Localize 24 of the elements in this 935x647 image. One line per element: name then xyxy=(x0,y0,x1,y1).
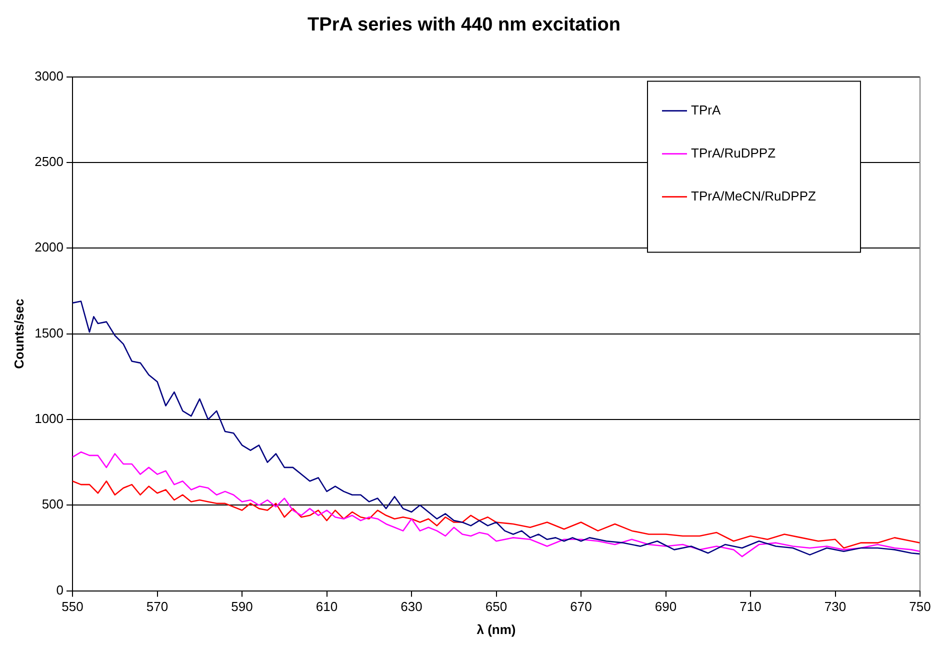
y-tick-label: 0 xyxy=(56,582,64,598)
x-tick-label: 630 xyxy=(400,599,422,614)
y-tick-label: 500 xyxy=(42,496,64,512)
y-axis-title: Counts/sec xyxy=(11,298,26,369)
y-tick-label: 2000 xyxy=(34,240,64,255)
x-tick-label: 730 xyxy=(824,599,846,614)
y-tick-label: 1000 xyxy=(34,411,64,426)
x-tick-label: 690 xyxy=(654,599,677,614)
x-tick-label: 670 xyxy=(570,599,592,614)
x-tick-label: 750 xyxy=(909,599,931,614)
x-tick-label: 570 xyxy=(146,599,168,614)
x-axis-title: λ (nm) xyxy=(476,622,516,637)
x-tick-label: 550 xyxy=(62,599,84,614)
x-tick-label: 650 xyxy=(485,599,508,614)
x-tick-label: 610 xyxy=(316,599,338,614)
chart-title: TPrA series with 440 nm excitation xyxy=(308,14,620,36)
legend-label: TPrA/MeCN/RuDPPZ xyxy=(691,188,816,204)
y-tick-label: 2500 xyxy=(34,154,64,170)
x-tick-label: 710 xyxy=(740,599,762,614)
y-tick-label: 1500 xyxy=(34,325,64,340)
y-tick-label: 3000 xyxy=(34,68,64,84)
legend-label: TPrA xyxy=(691,102,721,118)
legend-label: TPrA/RuDPPZ xyxy=(691,145,776,160)
x-tick-label: 590 xyxy=(231,599,253,614)
